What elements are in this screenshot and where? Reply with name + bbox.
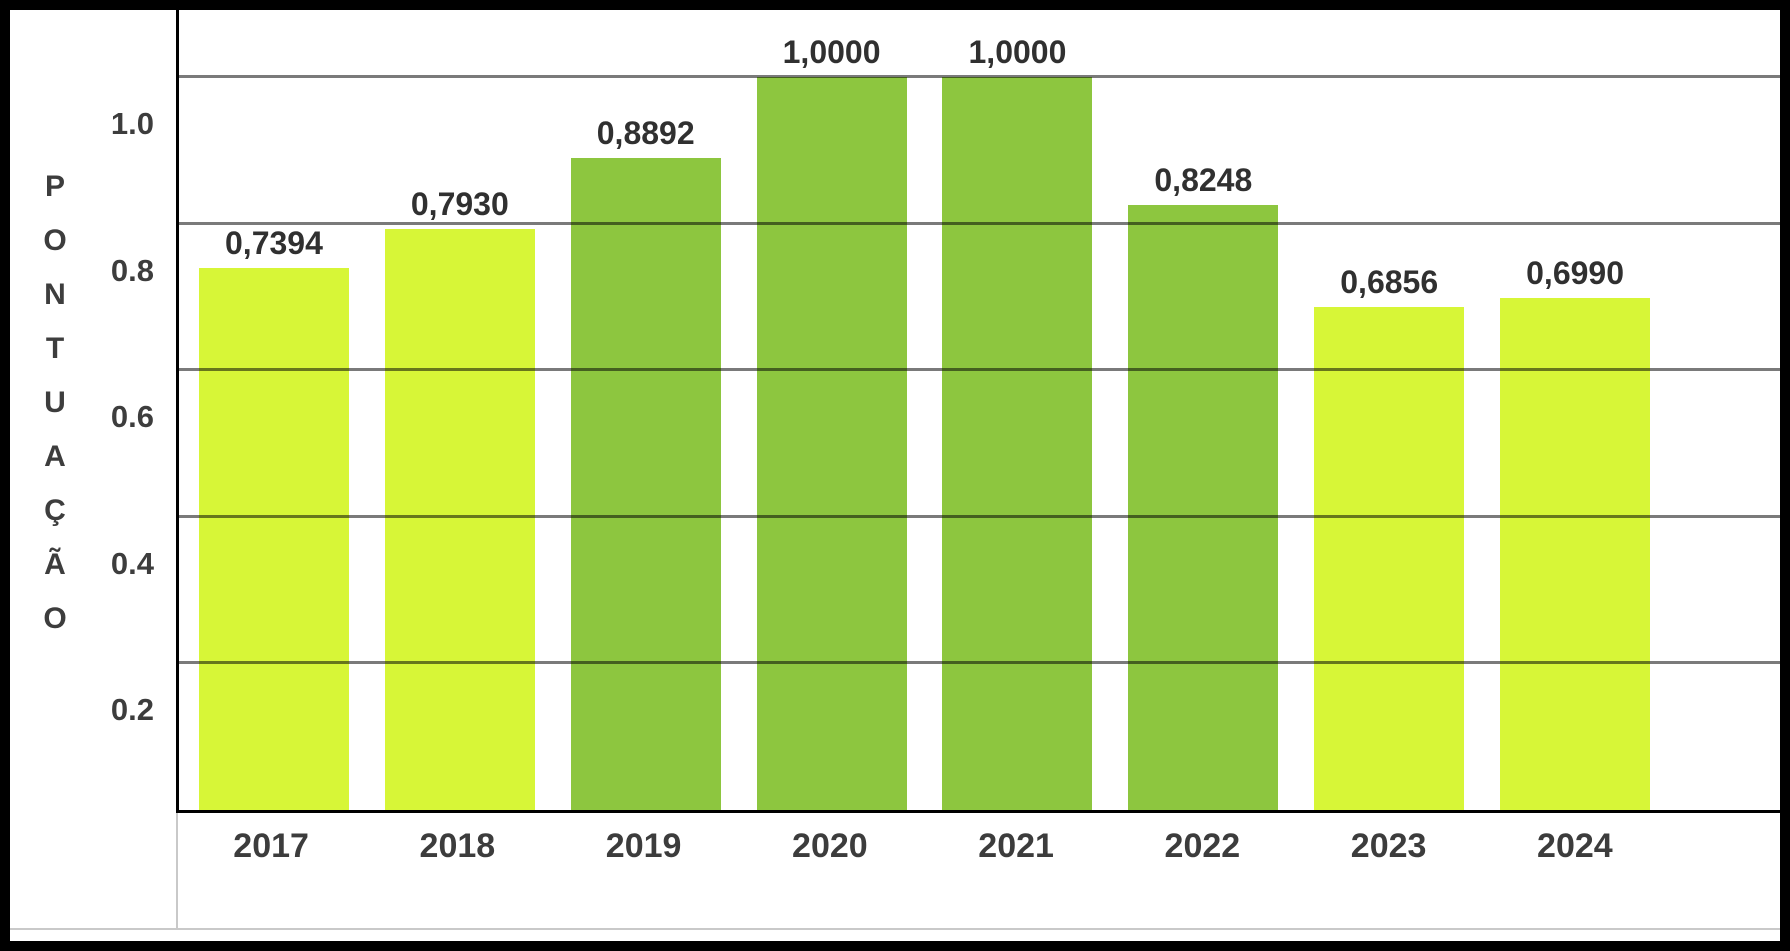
bar-slot: 0,8248 (1110, 10, 1296, 810)
bar-2021 (942, 77, 1093, 810)
bar-2024 (1500, 297, 1651, 810)
y-axis-letter: P (44, 170, 65, 203)
y-axis-letter: Ã (44, 548, 66, 581)
plot-area: 0,7394 0,7930 0,8892 1,0000 1,0000 0,8248 0,68… (176, 10, 1780, 813)
bar-2022 (1128, 205, 1279, 810)
bar-value-label: 0,8892 (596, 115, 695, 152)
x-tick-label: 2024 (1537, 827, 1613, 865)
bar-value-label: 0,7394 (225, 225, 323, 262)
gridline (179, 368, 1780, 372)
bar-2019 (570, 158, 721, 810)
x-tick-label: 2018 (419, 827, 496, 865)
bar-slot: 0,7394 (181, 10, 367, 810)
x-tick-label: 2017 (233, 827, 309, 865)
y-tick-label: 0.6 (110, 399, 154, 435)
x-labels-row: 2017 2018 2019 2020 2021 2022 2023 2024 (176, 813, 1780, 928)
y-tick-label: 0.8 (110, 252, 154, 288)
bar-value-label: 1,0000 (968, 34, 1067, 70)
y-axis-letter: O (43, 224, 67, 257)
bar-value-label: 1,0000 (782, 34, 881, 70)
y-axis-letter: A (44, 440, 66, 473)
y-axis-letter: U (44, 386, 66, 419)
y-axis-letter: Ç (44, 494, 66, 527)
bar-slot: 1,0000 (925, 10, 1111, 810)
x-axis-band: 2017 2018 2019 2020 2021 2022 2023 2024 (10, 813, 1780, 930)
y-tick-label: 0.4 (110, 545, 154, 581)
y-axis-letter: T (45, 332, 65, 365)
x-tick-label: 2021 (978, 827, 1054, 865)
x-tick-label: 2019 (605, 827, 682, 865)
bar-2017 (198, 268, 349, 810)
bar-slot: 0,8892 (553, 10, 739, 810)
gridline (179, 221, 1780, 225)
x-tick-label: 2020 (792, 827, 868, 865)
y-axis-letter: O (43, 602, 67, 635)
bar-value-label: 0,7930 (410, 185, 509, 222)
x-tick-label: 2022 (1164, 827, 1241, 865)
axis-extension-line (176, 813, 178, 928)
gridline (179, 514, 1780, 518)
bar-slot: 0,6990 (1482, 10, 1668, 810)
bars-container: 0,7394 0,7930 0,8892 1,0000 1,0000 0,8248 0,68… (179, 10, 1780, 810)
y-tick-label: 0.2 (110, 692, 154, 728)
bar-slot: 0,6856 (1296, 10, 1482, 810)
bar-slot: 0,7930 (367, 10, 553, 810)
y-axis-letter: N (44, 278, 66, 311)
bar-2020 (756, 77, 907, 810)
bar-value-label: 0,6856 (1340, 264, 1439, 301)
gridline (179, 661, 1780, 665)
bar-2023 (1314, 307, 1465, 810)
bar-value-label: 0,6990 (1526, 254, 1624, 291)
y-tick-label: 1.0 (110, 105, 154, 141)
bar-2018 (384, 228, 535, 810)
gridline (179, 75, 1780, 78)
bar-value-label: 0,8248 (1154, 162, 1253, 199)
bar-slot: 1,0000 (739, 10, 925, 810)
x-tick-label: 2023 (1350, 827, 1427, 865)
